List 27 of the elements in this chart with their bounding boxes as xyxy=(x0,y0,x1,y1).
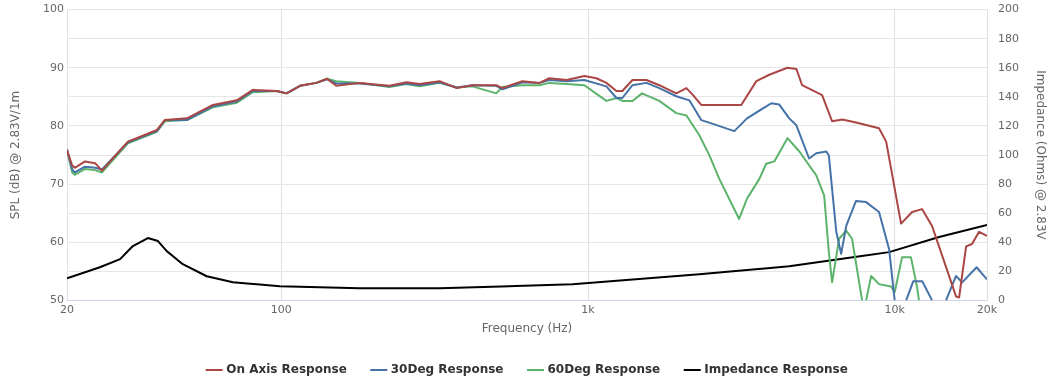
y2-tick-label: 80 xyxy=(998,176,1012,190)
y-tick-label: 90 xyxy=(50,60,64,74)
y2-tick-label: 0 xyxy=(998,293,1005,307)
legend-label: 60Deg Response xyxy=(547,362,661,377)
y2-tick-label: 40 xyxy=(998,235,1012,249)
y2-tick-label: 160 xyxy=(998,60,1019,74)
y-tick-label: 60 xyxy=(50,235,64,249)
legend-label: Impedance Response xyxy=(704,362,848,377)
y2-tick-label: 100 xyxy=(998,147,1019,161)
y2-tick-label: 120 xyxy=(998,118,1019,132)
x-tick-label: 1k xyxy=(581,302,596,316)
y2-tick-label: 20 xyxy=(998,264,1012,278)
legend-label: 30Deg Response xyxy=(390,362,504,377)
y2-tick-label: 180 xyxy=(998,31,1019,45)
y-tick-label: 100 xyxy=(43,2,64,16)
x-tick-label: 20k xyxy=(976,302,998,316)
y2-tick-label: 200 xyxy=(998,2,1019,16)
x-axis-title: Frequency (Hz) xyxy=(481,320,573,335)
y2-tick-label: 140 xyxy=(998,89,1019,103)
y-axis-title: SPL (dB) @ 2.83V/1m xyxy=(8,90,23,220)
y2-tick-label: 60 xyxy=(998,206,1012,220)
y2-axis-title: Impedance (Ohms) @ 2.83V xyxy=(1033,70,1048,241)
x-tick-label: 10k xyxy=(884,302,906,316)
x-tick-label: 100 xyxy=(270,302,292,316)
y-tick-label: 70 xyxy=(50,176,64,190)
y-tick-label: 80 xyxy=(50,118,64,132)
legend-label: On Axis Response xyxy=(226,362,347,377)
